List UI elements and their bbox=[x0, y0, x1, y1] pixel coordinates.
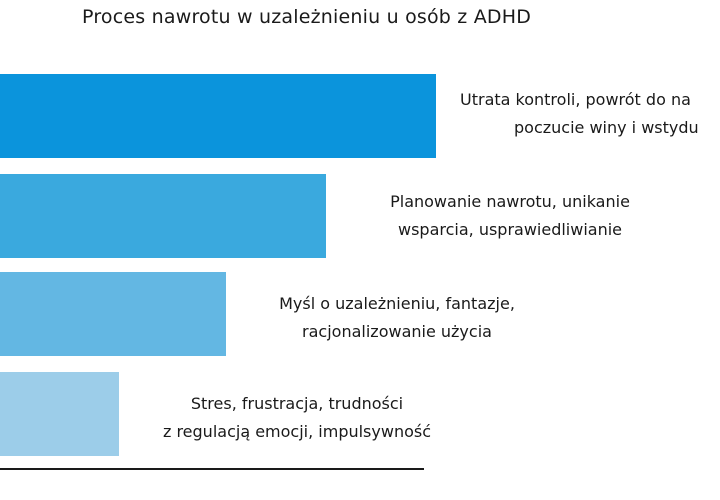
step-bar-4 bbox=[0, 372, 119, 456]
step-label-1-line-2: poczucie winy i wstydu bbox=[514, 118, 699, 137]
step-bar-3 bbox=[0, 272, 226, 356]
baseline-axis bbox=[0, 468, 424, 470]
step-label-4-line-1: Stres, frustracja, trudności bbox=[190, 394, 404, 413]
diagram-title: Proces nawrotu w uzależnieniu u osób z A… bbox=[82, 6, 532, 28]
step-label-3-line-1: Myśl o uzależnieniu, fantazje, bbox=[279, 294, 515, 313]
step-bar-2 bbox=[0, 174, 326, 258]
step-label-4: Stres, frustracja, trudności z regulacją… bbox=[134, 390, 460, 446]
step-label-2-line-2: wsparcia, usprawiedliwianie bbox=[397, 220, 623, 239]
step-label-1-line-1: Utrata kontroli, powrót do na bbox=[460, 90, 691, 109]
step-label-4-line-2: z regulacją emocji, impulsywność bbox=[162, 422, 432, 441]
step-label-2: Planowanie nawrotu, unikanie wsparcia, u… bbox=[350, 188, 670, 244]
step-label-2-line-1: Planowanie nawrotu, unikanie bbox=[390, 192, 630, 211]
step-bar-1 bbox=[0, 74, 436, 158]
step-label-3: Myśl o uzależnieniu, fantazje, racjonali… bbox=[238, 290, 556, 346]
step-label-1: Utrata kontroli, powrót do na poczucie w… bbox=[448, 86, 720, 142]
step-label-3-line-2: racjonalizowanie użycia bbox=[302, 322, 492, 341]
